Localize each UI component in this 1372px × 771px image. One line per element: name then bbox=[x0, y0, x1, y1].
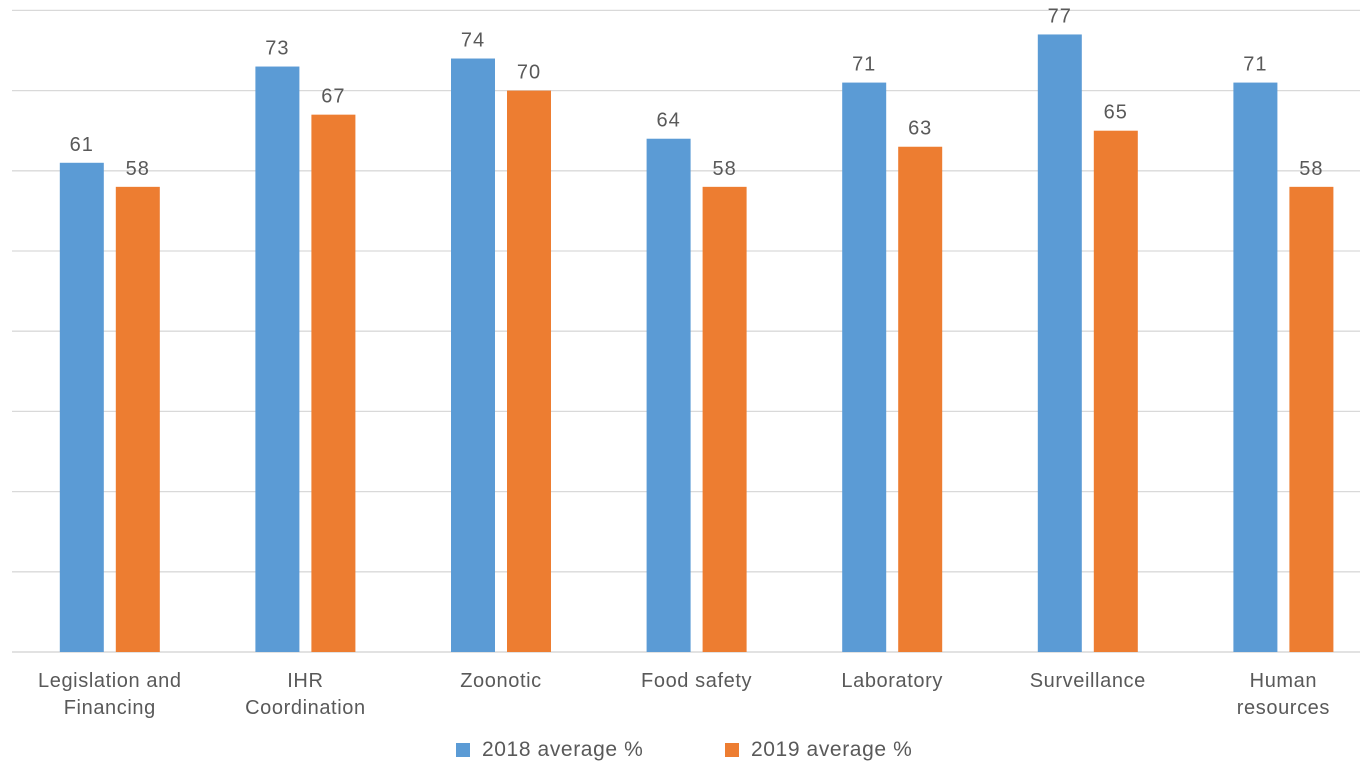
category-label-6: Human resources bbox=[1237, 670, 1330, 719]
data-label-0-6: 71 bbox=[1243, 54, 1267, 76]
category-labels: Legislation and Financing IHR Coordination Z… bbox=[38, 670, 1330, 719]
bar-0-3 bbox=[646, 138, 691, 653]
data-label-1-6: 58 bbox=[1299, 158, 1323, 180]
data-label-0-4: 71 bbox=[852, 54, 876, 76]
data-label-1-3: 58 bbox=[712, 158, 736, 180]
data-label-1-1: 67 bbox=[321, 86, 345, 108]
legend-swatch-0 bbox=[456, 743, 470, 757]
data-label-1-0: 58 bbox=[126, 158, 150, 180]
bar-0-6 bbox=[1233, 82, 1278, 652]
bar-1-4 bbox=[898, 146, 943, 653]
bar-0-4 bbox=[842, 82, 887, 652]
bar-1-3 bbox=[702, 186, 747, 652]
data-label-0-2: 74 bbox=[461, 30, 485, 52]
data-label-1-4: 63 bbox=[908, 118, 932, 140]
category-label-0: Legislation and Financing bbox=[38, 670, 182, 719]
category-label-3: Food safety bbox=[641, 670, 752, 692]
bar-0-5 bbox=[1037, 34, 1082, 652]
category-label-4: Laboratory bbox=[841, 670, 943, 692]
legend: 2018 average % 2019 average % bbox=[456, 738, 912, 761]
bar-0-2 bbox=[451, 58, 495, 652]
data-label-0-1: 73 bbox=[265, 38, 289, 60]
data-label-1-2: 70 bbox=[517, 62, 541, 84]
bars bbox=[59, 34, 1334, 653]
category-label-2: Zoonotic bbox=[460, 670, 542, 692]
category-label-5: Surveillance bbox=[1030, 670, 1146, 692]
data-label-0-0: 61 bbox=[70, 134, 94, 156]
data-labels: 61 58 73 67 74 70 64 58 71 63 77 65 71 58 bbox=[70, 5, 1323, 180]
bar-1-0 bbox=[115, 186, 160, 652]
category-label-1: IHR Coordination bbox=[245, 670, 366, 719]
legend-label-0: 2018 average % bbox=[482, 738, 643, 761]
bar-1-1 bbox=[311, 114, 356, 652]
bar-1-2 bbox=[507, 90, 551, 653]
bar-0-0 bbox=[59, 162, 104, 652]
bar-1-6 bbox=[1289, 186, 1334, 652]
data-label-1-5: 65 bbox=[1104, 102, 1128, 124]
bar-1-5 bbox=[1093, 130, 1138, 652]
legend-label-1: 2019 average % bbox=[751, 738, 912, 761]
data-label-0-3: 64 bbox=[656, 110, 680, 132]
data-label-0-5: 77 bbox=[1048, 5, 1072, 27]
bar-0-1 bbox=[255, 66, 300, 653]
legend-swatch-1 bbox=[725, 743, 739, 757]
